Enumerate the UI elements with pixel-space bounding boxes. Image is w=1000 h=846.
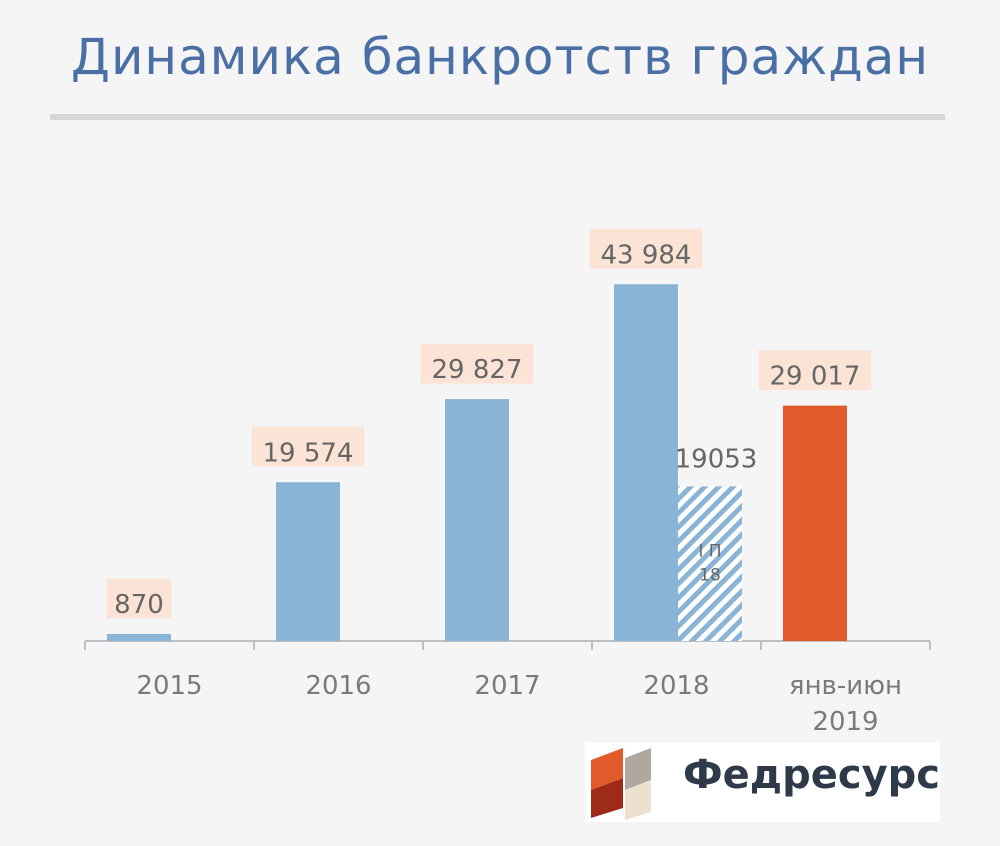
x-tick-label-2: 2016 (305, 671, 371, 701)
bar-2018-h1-inner-label: I П (698, 541, 721, 561)
bar-2018 (614, 284, 678, 641)
bar-2018-h1 (678, 486, 742, 641)
data-label-3-bg (420, 343, 534, 384)
x-tick-label-4: 2018 (643, 671, 709, 701)
bar-2018-h1-inner-label: 18 (699, 565, 721, 585)
data-label-2018-h1: 19053 (675, 445, 758, 475)
data-label-2: 19 574 (263, 438, 354, 468)
data-label-4: 43 984 (601, 240, 692, 270)
bar-2015 (107, 633, 171, 641)
bar-2017 (445, 399, 509, 641)
bar-янв-июн-2019 (783, 405, 847, 641)
data-label-1: 870 (114, 590, 164, 620)
data-label-3: 29 827 (432, 355, 523, 385)
data-label-2-bg (251, 426, 365, 467)
data-label-5: 29 017 (770, 362, 861, 392)
x-tick-label-5: янв-июн (789, 671, 902, 701)
data-label-4-bg (589, 228, 703, 269)
data-label-1-bg (106, 578, 172, 619)
x-tick-label-3: 2017 (474, 671, 540, 701)
bar-2016 (276, 482, 340, 641)
fedresurs-logo: Федресурс (585, 742, 940, 822)
chart-title: Динамика банкротств граждан (70, 28, 930, 86)
brand-name: Федресурс (683, 752, 940, 798)
x-tick-label-1: 2015 (136, 671, 202, 701)
data-label-5-bg (758, 350, 872, 391)
title-divider (50, 114, 945, 120)
fedresurs-logo-icon (591, 748, 651, 820)
x-tick-label-5: 2019 (812, 707, 878, 737)
